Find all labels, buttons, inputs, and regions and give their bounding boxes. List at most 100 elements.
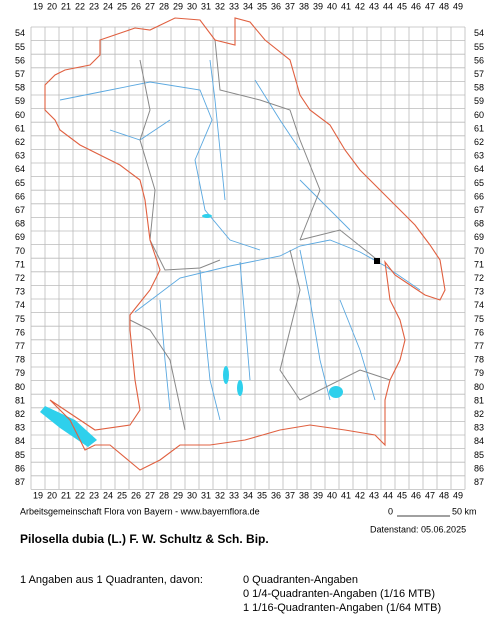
column-label: 25 (117, 490, 127, 500)
column-label: 30 (187, 490, 197, 500)
row-label: 75 (474, 314, 484, 324)
row-label: 54 (15, 28, 25, 38)
date: Datenstand: 05.06.2025 (370, 524, 466, 534)
row-label: 59 (15, 96, 25, 106)
column-label: 49 (453, 1, 463, 11)
column-label: 49 (453, 490, 463, 500)
row-label: 82 (474, 409, 484, 419)
row-label: 85 (15, 450, 25, 460)
row-label: 63 (15, 151, 25, 161)
row-label: 81 (15, 395, 25, 405)
column-label: 32 (215, 1, 225, 11)
summary-total: 1 Angaben aus 1 Quadranten, davon: (20, 574, 203, 586)
column-label: 28 (159, 490, 169, 500)
row-label: 73 (15, 287, 25, 297)
row-label: 59 (474, 96, 484, 106)
row-label: 75 (15, 314, 25, 324)
column-label: 41 (341, 1, 351, 11)
column-label: 45 (397, 490, 407, 500)
column-label: 26 (131, 490, 141, 500)
row-label: 80 (15, 382, 25, 392)
column-label: 23 (89, 490, 99, 500)
row-label: 56 (15, 55, 25, 65)
column-label: 34 (243, 1, 253, 11)
column-label: 20 (47, 490, 57, 500)
column-label: 42 (355, 1, 365, 11)
row-label: 58 (474, 83, 484, 93)
row-label: 56 (474, 55, 484, 65)
lakes (40, 214, 343, 447)
row-label: 72 (15, 273, 25, 283)
column-label: 22 (75, 490, 85, 500)
column-label: 24 (103, 490, 113, 500)
column-label: 36 (271, 1, 281, 11)
column-label: 22 (75, 1, 85, 11)
occurrences (374, 258, 380, 264)
row-label: 55 (474, 42, 484, 52)
row-label: 87 (474, 477, 484, 487)
row-label: 69 (15, 232, 25, 242)
row-label: 63 (474, 151, 484, 161)
species: Pilosella dubia (L.) F. W. Schultz & Sch… (20, 532, 269, 546)
row-label: 68 (474, 219, 484, 229)
row-label: 55 (15, 42, 25, 52)
scale-start: 0 (388, 506, 393, 516)
column-label: 33 (229, 1, 239, 11)
row-label: 54 (474, 28, 484, 38)
row-label: 78 (474, 355, 484, 365)
column-label: 36 (271, 490, 281, 500)
row-label: 84 (15, 436, 25, 446)
column-label: 43 (369, 490, 379, 500)
row-label: 58 (15, 83, 25, 93)
column-label: 28 (159, 1, 169, 11)
credit: Arbeitsgemeinschaft Flora von Bayern - w… (20, 506, 260, 516)
row-label: 77 (15, 341, 25, 351)
column-label: 39 (313, 1, 323, 11)
row-label: 79 (474, 368, 484, 378)
column-label: 44 (383, 1, 393, 11)
column-label: 40 (327, 1, 337, 11)
column-label: 44 (383, 490, 393, 500)
column-label: 19 (33, 490, 43, 500)
row-label: 82 (15, 409, 25, 419)
row-label: 80 (474, 382, 484, 392)
row-label: 65 (474, 178, 484, 188)
column-label: 38 (299, 1, 309, 11)
row-label: 65 (15, 178, 25, 188)
column-label: 33 (229, 490, 239, 500)
column-label: 41 (341, 490, 351, 500)
row-label: 71 (474, 259, 484, 269)
row-label: 79 (15, 368, 25, 378)
column-label: 21 (61, 490, 71, 500)
row-label: 86 (15, 463, 25, 473)
row-label: 78 (15, 355, 25, 365)
column-label: 31 (201, 490, 211, 500)
grid (30, 26, 466, 490)
column-label: 29 (173, 490, 183, 500)
column-label: 46 (411, 490, 421, 500)
column-label: 38 (299, 490, 309, 500)
row-label: 74 (474, 300, 484, 310)
column-label: 31 (201, 1, 211, 11)
column-label: 47 (425, 1, 435, 11)
row-label: 57 (474, 69, 484, 79)
rivers (59, 59, 421, 421)
column-label: 24 (103, 1, 113, 11)
column-label: 20 (47, 1, 57, 11)
row-label: 71 (15, 259, 25, 269)
row-label: 66 (474, 191, 484, 201)
row-label: 64 (15, 164, 25, 174)
row-label: 87 (15, 477, 25, 487)
row-label: 76 (15, 327, 25, 337)
column-label: 19 (33, 1, 43, 11)
row-label: 60 (15, 110, 25, 120)
column-label: 37 (285, 490, 295, 500)
row-label: 67 (474, 205, 484, 215)
row-label: 73 (474, 287, 484, 297)
column-label: 34 (243, 490, 253, 500)
column-label: 21 (61, 1, 71, 11)
column-label: 35 (257, 490, 267, 500)
column-label: 27 (145, 1, 155, 11)
state-border (44, 17, 446, 471)
